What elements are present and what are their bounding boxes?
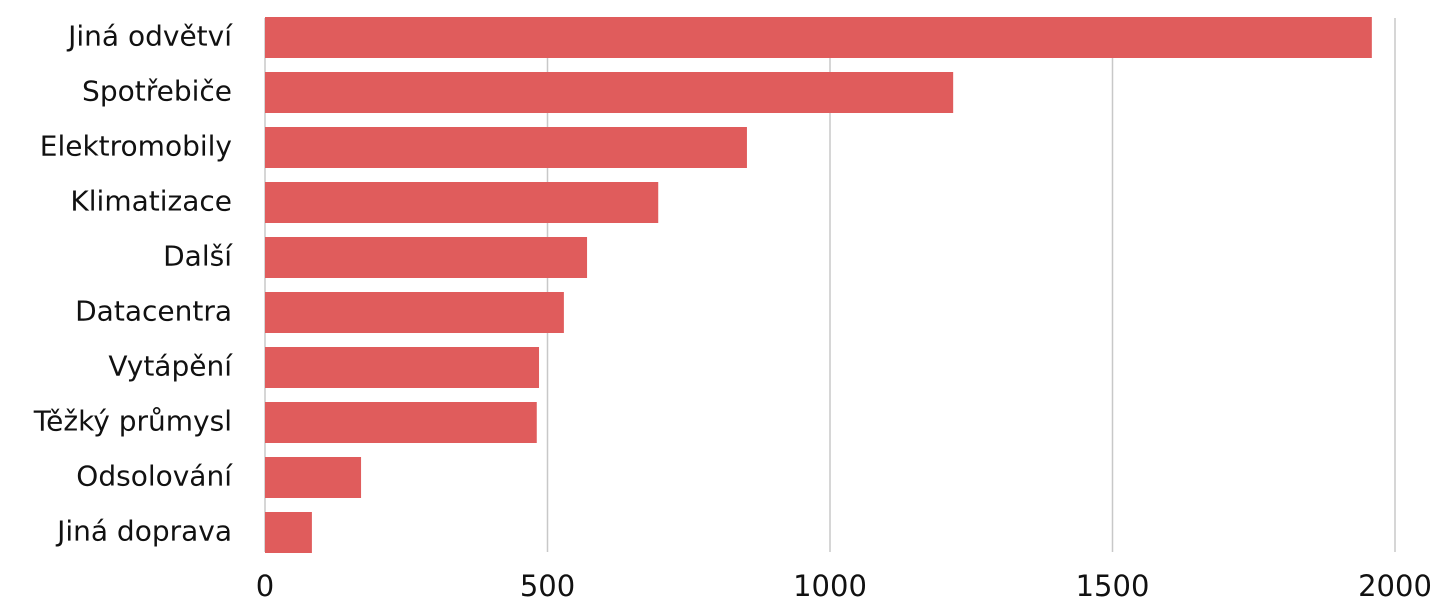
y-tick-label: Jiná doprava [55, 515, 232, 548]
bar [265, 457, 362, 498]
y-tick-label: Těžký průmysl [33, 405, 232, 438]
bar [265, 72, 954, 113]
x-tick-label: 1000 [793, 569, 867, 603]
x-tick-label: 0 [256, 569, 274, 603]
x-tick-label: 2000 [1358, 569, 1432, 603]
y-tick-label: Elektromobily [40, 130, 232, 163]
y-tick-label: Odsolování [76, 460, 233, 493]
y-tick-label: Datacentra [75, 295, 232, 328]
bar [265, 347, 540, 388]
bar [265, 292, 564, 333]
x-tick-label: 500 [520, 569, 575, 603]
y-tick-label: Další [163, 240, 233, 273]
y-tick-label: Jiná odvětví [66, 20, 233, 53]
bar [265, 17, 1372, 58]
bar [265, 127, 747, 168]
bar [265, 182, 659, 223]
y-tick-label: Vytápění [108, 350, 233, 383]
y-tick-label: Spotřebiče [82, 75, 232, 108]
y-tick-label: Klimatizace [70, 185, 232, 218]
bar [265, 402, 537, 443]
bar [265, 237, 588, 278]
bar [265, 512, 312, 553]
x-tick-label: 1500 [1076, 569, 1150, 603]
